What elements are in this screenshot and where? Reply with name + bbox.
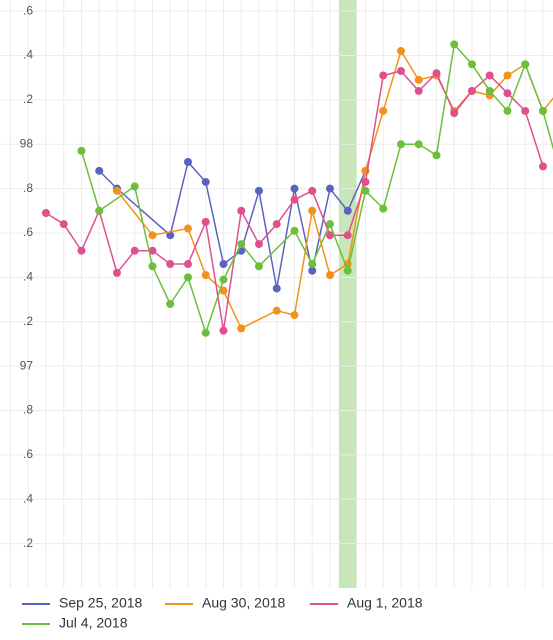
point bbox=[148, 262, 157, 271]
legend-label: Sep 25, 2018 bbox=[59, 595, 143, 611]
point bbox=[219, 275, 228, 284]
point bbox=[450, 109, 459, 118]
point bbox=[325, 184, 334, 193]
point bbox=[503, 89, 512, 98]
point bbox=[379, 106, 388, 115]
point bbox=[59, 220, 68, 229]
point bbox=[183, 273, 192, 282]
point bbox=[308, 186, 317, 195]
y-tick-label: .4 bbox=[23, 491, 33, 505]
point bbox=[112, 186, 121, 195]
point bbox=[148, 246, 157, 255]
highlight-band bbox=[338, 0, 357, 588]
point bbox=[414, 86, 423, 95]
y-tick-label: .8 bbox=[23, 403, 33, 417]
point bbox=[503, 106, 512, 115]
y-tick-label: .2 bbox=[23, 314, 33, 328]
point bbox=[290, 184, 299, 193]
point bbox=[343, 231, 352, 240]
point bbox=[130, 182, 139, 191]
y-tick-label: .6 bbox=[23, 447, 33, 461]
point bbox=[183, 157, 192, 166]
point bbox=[95, 206, 104, 215]
point bbox=[183, 224, 192, 233]
point bbox=[237, 240, 246, 249]
point bbox=[237, 206, 246, 215]
point bbox=[308, 206, 317, 215]
point bbox=[361, 186, 370, 195]
point bbox=[325, 231, 334, 240]
point bbox=[396, 67, 405, 76]
point bbox=[41, 209, 50, 218]
point bbox=[272, 306, 281, 315]
point bbox=[219, 260, 228, 269]
point bbox=[272, 220, 281, 229]
y-tick-label: .6 bbox=[23, 3, 33, 17]
point bbox=[485, 71, 494, 80]
point bbox=[219, 326, 228, 335]
point bbox=[432, 69, 441, 78]
point bbox=[308, 266, 317, 275]
point bbox=[343, 206, 352, 215]
point bbox=[166, 231, 175, 240]
point bbox=[521, 106, 530, 115]
y-tick-label: .4 bbox=[23, 270, 33, 284]
y-tick-label: .8 bbox=[23, 181, 33, 195]
y-tick-label: .2 bbox=[23, 92, 33, 106]
point bbox=[308, 260, 317, 269]
point bbox=[130, 246, 139, 255]
point bbox=[396, 140, 405, 149]
point bbox=[485, 86, 494, 95]
point bbox=[414, 140, 423, 149]
point bbox=[379, 204, 388, 213]
point bbox=[325, 271, 334, 280]
series-line bbox=[80, 42, 553, 336]
legend-label: Aug 1, 2018 bbox=[347, 595, 423, 611]
point bbox=[148, 231, 157, 240]
point bbox=[467, 86, 476, 95]
point bbox=[450, 40, 459, 49]
point bbox=[361, 177, 370, 186]
point bbox=[254, 186, 263, 195]
point bbox=[166, 299, 175, 308]
point bbox=[432, 151, 441, 160]
point bbox=[112, 268, 121, 277]
point bbox=[201, 271, 210, 280]
point bbox=[77, 146, 86, 155]
point bbox=[325, 220, 334, 229]
point bbox=[201, 177, 210, 186]
point bbox=[272, 284, 281, 293]
point bbox=[396, 47, 405, 56]
y-tick-label: 98 bbox=[20, 136, 34, 150]
point bbox=[290, 226, 299, 235]
legend-label: Aug 30, 2018 bbox=[202, 595, 286, 611]
y-tick-label: .2 bbox=[23, 536, 33, 550]
point bbox=[254, 262, 263, 271]
point bbox=[201, 328, 210, 337]
point bbox=[201, 217, 210, 226]
point bbox=[95, 166, 104, 175]
point bbox=[379, 71, 388, 80]
y-tick-label: .6 bbox=[23, 225, 33, 239]
point bbox=[183, 260, 192, 269]
series-line bbox=[98, 160, 367, 289]
point bbox=[166, 260, 175, 269]
point bbox=[254, 240, 263, 249]
point bbox=[538, 162, 547, 171]
legend-label: Jul 4, 2018 bbox=[59, 615, 128, 631]
point bbox=[290, 311, 299, 320]
point bbox=[77, 246, 86, 255]
y-tick-label: .4 bbox=[23, 48, 33, 62]
point bbox=[290, 195, 299, 204]
point bbox=[467, 60, 476, 69]
point bbox=[538, 106, 547, 115]
point bbox=[521, 60, 530, 69]
point bbox=[503, 71, 512, 80]
point bbox=[219, 286, 228, 295]
point bbox=[237, 324, 246, 333]
point bbox=[414, 75, 423, 84]
point bbox=[343, 266, 352, 275]
y-tick-label: 97 bbox=[20, 358, 34, 372]
